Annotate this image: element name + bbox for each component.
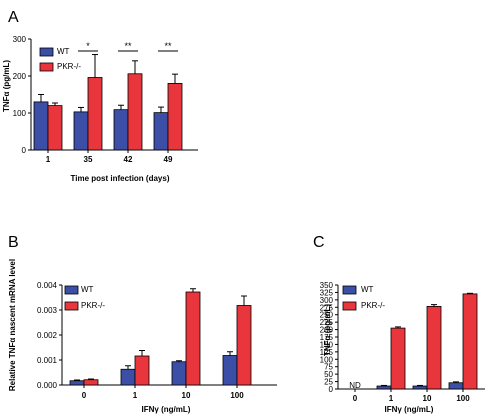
chart-b-bar	[120, 368, 136, 386]
chart-c-ytick-label: 100	[320, 355, 334, 364]
chart-b-ytick-label: 0.003	[37, 306, 58, 315]
chart-c-marks: 0255075100125150175200225250275300325350…	[320, 281, 485, 403]
chart-a-ytick-label: 200	[13, 72, 27, 81]
chart-c-xtick-label: 0	[353, 394, 358, 403]
chart-c-bar	[426, 305, 442, 390]
chart-c-bar	[376, 385, 392, 390]
chart-c-ytick-label: 175	[320, 333, 334, 342]
chart-c-ytick-label: 300	[320, 296, 334, 305]
chart-c-ytick-label: 200	[320, 326, 334, 335]
chart-c-xtick-label: 10	[423, 394, 432, 403]
chart-a-bar	[127, 73, 143, 151]
chart-b-ytick-label: 0.001	[37, 356, 58, 365]
panel-label-c: C	[313, 234, 325, 251]
chart-b-marks: 0.000 0.001 0.002 0.003 0.004 0 1 10 100	[37, 281, 277, 400]
chart-c-ytick-label: 25	[324, 378, 333, 387]
chart-a-ytick-label: 0	[22, 146, 27, 155]
chart-b-legend-swatch-wt	[64, 285, 79, 295]
chart-b-ytick-label: 0.000	[37, 381, 58, 390]
chart-c-legend-swatch-wt	[342, 285, 357, 295]
chart-c-ylabel: TNFα (pg/mL)	[323, 304, 332, 356]
chart-b-legend-pkr: PKR-/-	[81, 301, 105, 310]
chart-c-ytick-label: 250	[320, 311, 334, 320]
chart-a-legend-wt: WT	[57, 47, 70, 56]
panel-label-a: A	[8, 9, 19, 26]
chart-a-significance-label: **	[164, 41, 172, 51]
chart-c-legend-pkr: PKR-/-	[361, 301, 385, 310]
chart-b-bar	[185, 291, 201, 386]
chart-b-xtick-label: 1	[133, 391, 138, 400]
chart-c-ytick-label: 275	[320, 303, 334, 312]
chart-b-bar	[83, 379, 99, 386]
chart-b-ytick-label: 0.004	[37, 281, 58, 290]
chart-c-xtick-label: 1	[389, 394, 394, 403]
chart-a-bar	[153, 112, 169, 151]
chart-c-xtick-label: 100	[456, 394, 470, 403]
chart-a-legend-swatch-pkr	[39, 62, 54, 72]
chart-c-bar	[412, 385, 428, 390]
chart-a-xtick-label: 42	[124, 155, 133, 164]
chart-a-xtick-label: 1	[46, 155, 51, 164]
chart-c-ytick-label: 125	[320, 348, 334, 357]
chart-b-bar	[134, 355, 150, 386]
chart-a-ylabel: TNFα (pg/mL)	[2, 60, 11, 112]
chart-a-legend-swatch-wt	[39, 47, 54, 57]
panel-label-b: B	[8, 234, 19, 251]
chart-c-ytick-label: 325	[320, 288, 334, 297]
chart-c-bar	[448, 382, 464, 390]
chart-b-legend-wt: WT	[81, 285, 94, 294]
chart-a-xtick-label: 49	[164, 155, 173, 164]
chart-a-bar	[73, 111, 89, 151]
chart-a-bar	[113, 109, 129, 151]
chart-b-bar	[69, 380, 85, 386]
chart-b-ytick-label: 0.002	[37, 331, 58, 340]
chart-c-nd-label: ND	[349, 381, 361, 390]
chart-b-xlabel: IFNγ (ng/mL)	[142, 405, 191, 414]
chart-b-xtick-label: 100	[230, 391, 244, 400]
chart-a-xlabel: Time post infection (days)	[71, 174, 170, 183]
chart-b-bar	[171, 361, 187, 386]
chart-a-xtick-label: 35	[84, 155, 93, 164]
chart-c: 0255075100125150175200225250275300325350…	[320, 281, 485, 414]
chart-b-ylabel: Relative TNFα nascent mRNA level	[8, 259, 17, 391]
chart-b-bar	[236, 305, 252, 386]
chart-a-legend-pkr: PKR-/-	[57, 62, 81, 71]
chart-c-bar	[390, 327, 406, 390]
chart-c-legend-swatch-pkr	[342, 301, 357, 311]
chart-c-ytick-label: 350	[320, 281, 334, 290]
chart-c-bar	[462, 293, 478, 390]
chart-c-ytick-label: 0	[329, 385, 334, 394]
chart-b: 0.000 0.001 0.002 0.003 0.004 0 1 10 100 Relativ…	[8, 259, 277, 414]
chart-a-bar	[33, 101, 49, 151]
chart-a-ytick-label: 300	[13, 35, 27, 44]
chart-c-ytick-label: 225	[320, 318, 334, 327]
chart-a: 0 100 200 300 1 35 * 42 ** 49 ** TNFα (pg/mL) Time…	[2, 35, 198, 183]
chart-c-ytick-label: 150	[320, 340, 334, 349]
chart-b-bar	[222, 355, 238, 386]
chart-a-bar	[167, 83, 183, 151]
chart-a-ytick-label: 100	[13, 109, 27, 118]
chart-c-ytick-label: 75	[324, 363, 333, 372]
chart-c-xlabel: IFNγ (ng/mL)	[385, 405, 434, 414]
chart-c-ytick-label: 50	[324, 370, 333, 379]
chart-a-significance-label: **	[124, 41, 132, 51]
chart-a-bar	[47, 105, 63, 151]
chart-b-xtick-label: 10	[182, 391, 191, 400]
chart-a-marks: 0 100 200 300 1 35 * 42 ** 49 **	[13, 35, 198, 164]
chart-b-xtick-label: 0	[82, 391, 87, 400]
chart-b-legend-swatch-pkr	[64, 301, 79, 311]
chart-a-bar	[87, 77, 103, 151]
chart-a-significance-label: *	[86, 41, 90, 51]
chart-c-legend-wt: WT	[361, 285, 374, 294]
